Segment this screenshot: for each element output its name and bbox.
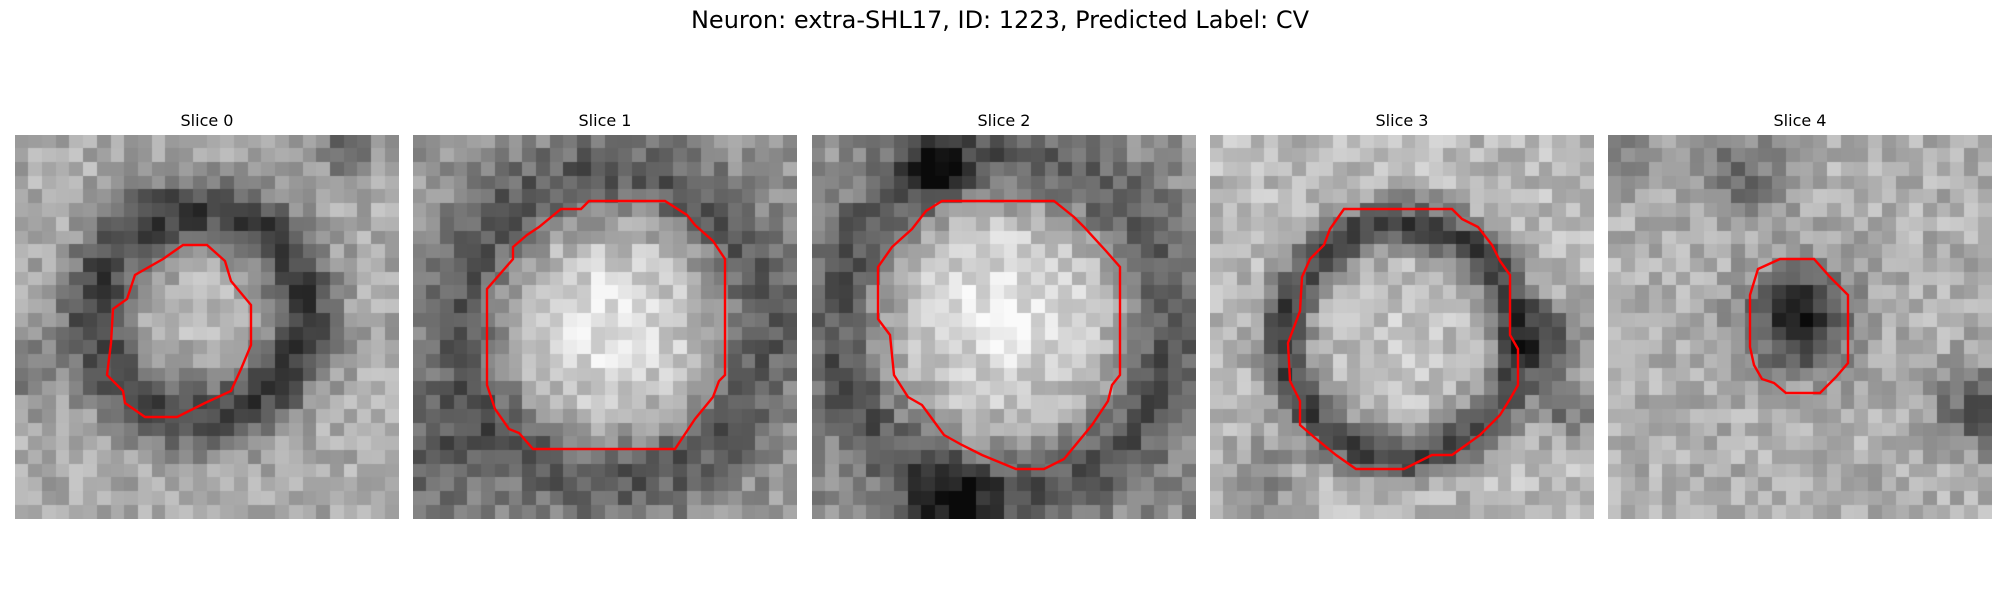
- slice-title-4: Slice 4: [1773, 111, 1827, 130]
- slice-panel-3: Slice 3: [1210, 110, 1594, 519]
- slice-image-1: [413, 135, 797, 519]
- slice-title-1: Slice 1: [578, 111, 632, 130]
- contour-outline-0: [105, 243, 253, 419]
- contour-outline-1: [485, 199, 727, 451]
- contour-outline-3: [1286, 207, 1520, 471]
- slice-image-0: [15, 135, 399, 519]
- slice-title-3: Slice 3: [1375, 111, 1429, 130]
- vesicle-contour-2: [876, 199, 1122, 471]
- contour-outline-2: [876, 199, 1122, 471]
- figure-title: Neuron: extra-SHL17, ID: 1223, Predicted…: [690, 6, 1310, 34]
- slice-panel-1: Slice 1: [413, 110, 797, 519]
- vesicle-contour-4: [1748, 257, 1850, 395]
- slice-title-0: Slice 0: [180, 111, 234, 130]
- contour-outline-4: [1748, 257, 1850, 395]
- slice-image-2: [812, 135, 1196, 519]
- vesicle-contour-0: [105, 243, 253, 419]
- vesicle-contour-3: [1286, 207, 1520, 471]
- slice-image-4: [1608, 135, 1992, 519]
- vesicle-contour-1: [485, 199, 727, 451]
- slice-image-3: [1210, 135, 1594, 519]
- slice-panel-2: Slice 2: [812, 110, 1196, 519]
- slice-panel-0: Slice 0: [15, 110, 399, 519]
- slice-title-2: Slice 2: [977, 111, 1031, 130]
- slice-panel-4: Slice 4: [1608, 110, 1992, 519]
